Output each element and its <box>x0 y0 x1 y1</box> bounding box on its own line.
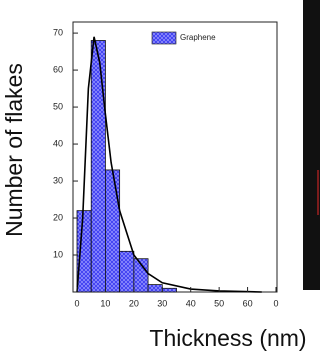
x-tick-label: 60 <box>243 298 253 308</box>
y-tick-label: 30 <box>53 175 63 185</box>
histogram-bar <box>77 211 91 292</box>
adjacent-panel <box>303 0 320 290</box>
histogram-bar <box>148 285 162 292</box>
x-axis-label: Thickness (nm) <box>149 325 306 351</box>
x-tick-label: 50 <box>214 298 224 308</box>
x-tick-label: 0 <box>273 298 278 308</box>
legend-swatch <box>152 32 176 44</box>
histogram-bar <box>105 170 119 292</box>
y-axis-label: Number of flakes <box>1 63 27 237</box>
x-tick-label: 40 <box>186 298 196 308</box>
page: Number of flakes Thickness (nm) 10 20 30 40… <box>0 0 320 361</box>
y-tick-label: 60 <box>53 64 63 74</box>
histogram-bar <box>91 40 105 292</box>
x-tick-label: 20 <box>129 298 139 308</box>
y-tick-label: 20 <box>53 212 63 222</box>
legend-label: Graphene <box>180 33 216 42</box>
x-tick-label: 10 <box>100 298 110 308</box>
y-tick-label: 40 <box>53 138 63 148</box>
y-tick-label: 50 <box>53 101 63 111</box>
histogram-bar <box>120 251 134 292</box>
histogram-bar <box>162 288 176 292</box>
y-tick-label: 70 <box>53 27 63 37</box>
x-tick-label: 0 <box>74 298 79 308</box>
chart: Number of flakes Thickness (nm) 10 20 30 40… <box>0 0 320 361</box>
x-tick-label: 30 <box>157 298 167 308</box>
y-tick-label: 10 <box>53 249 63 259</box>
